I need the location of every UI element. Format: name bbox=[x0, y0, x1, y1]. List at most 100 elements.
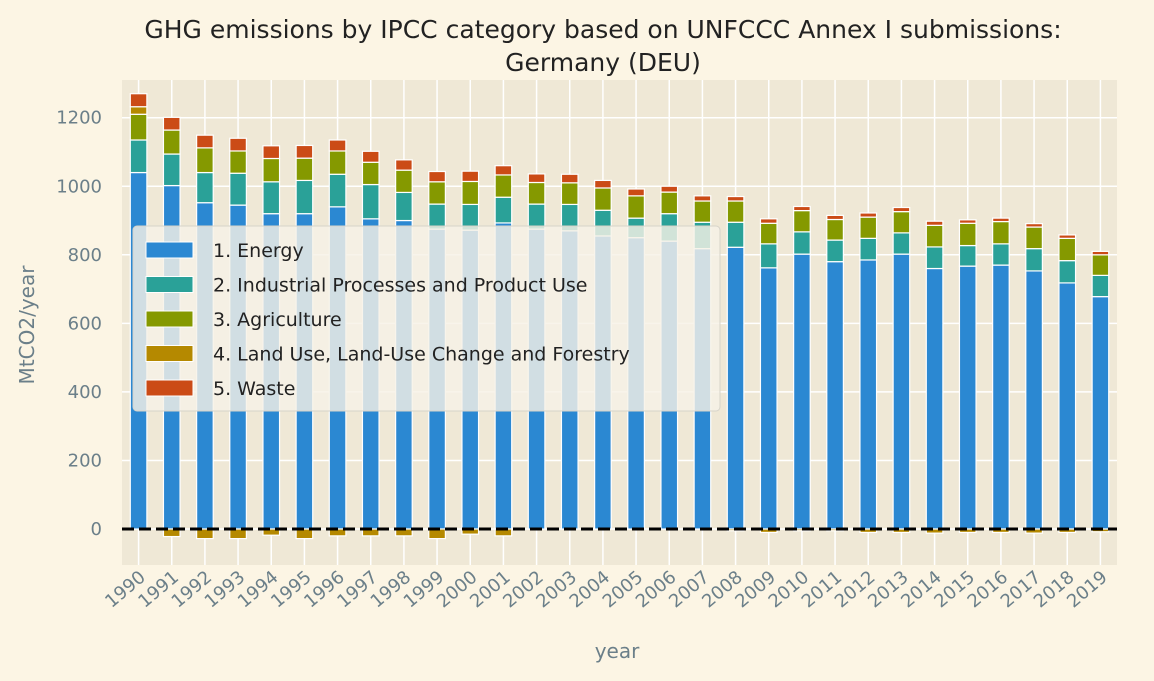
legend-swatch bbox=[145, 276, 194, 293]
bar-segment bbox=[958, 265, 977, 530]
bar-segment bbox=[1091, 250, 1110, 256]
bar-segment bbox=[196, 171, 214, 204]
bar-segment bbox=[162, 129, 181, 155]
bar-segment bbox=[1091, 254, 1110, 276]
bar-segment bbox=[892, 232, 911, 255]
bar-segment bbox=[925, 528, 944, 534]
bar-segment bbox=[925, 267, 944, 530]
bar-segment bbox=[129, 106, 148, 115]
bar-segment bbox=[1058, 282, 1077, 530]
bar-segment bbox=[693, 200, 712, 223]
bar-segment bbox=[726, 221, 745, 248]
bar-segment bbox=[1058, 234, 1077, 239]
bar-segment bbox=[859, 237, 878, 261]
legend-swatch bbox=[145, 310, 194, 328]
bar-segment bbox=[759, 218, 778, 224]
bar-segment bbox=[262, 157, 281, 183]
bar-segment bbox=[726, 195, 745, 202]
bar-segment bbox=[1025, 226, 1043, 250]
bar-segment bbox=[295, 144, 314, 159]
bar-segment bbox=[793, 231, 811, 255]
legend-label: 5. Waste bbox=[213, 378, 295, 400]
bar-segment bbox=[196, 147, 214, 174]
bar-segment bbox=[494, 196, 513, 224]
legend: 1. Energy 2. Industrial Processes and Pro… bbox=[132, 225, 721, 412]
bar-segment bbox=[992, 243, 1010, 266]
bar-segment bbox=[726, 200, 745, 223]
legend-box bbox=[132, 225, 721, 412]
bar-segment bbox=[892, 211, 911, 234]
x-axis-label: year bbox=[595, 639, 640, 663]
bar-segment bbox=[958, 222, 977, 247]
bar-segment bbox=[859, 259, 878, 530]
bar-segment bbox=[826, 214, 844, 221]
bar-segment bbox=[262, 181, 281, 215]
y-axis-label: MtCO2/year bbox=[15, 265, 39, 385]
bar-segment bbox=[859, 528, 878, 534]
bar-segment bbox=[992, 220, 1010, 245]
legend-label: 3. Agriculture bbox=[213, 309, 342, 331]
legend-swatch bbox=[145, 241, 194, 259]
bar-segment bbox=[759, 243, 778, 269]
bar-segment bbox=[992, 217, 1010, 223]
bar-segment bbox=[295, 528, 314, 540]
bar-segment bbox=[660, 185, 679, 193]
bar-segment bbox=[395, 169, 413, 194]
bar-segment bbox=[262, 145, 281, 160]
bar-segment bbox=[826, 218, 844, 241]
bar-segment bbox=[428, 170, 446, 183]
y-tick-label: 1000 bbox=[56, 176, 102, 197]
y-tick-label: 600 bbox=[68, 313, 102, 334]
bar-segment bbox=[627, 195, 645, 219]
bar-segment bbox=[958, 528, 977, 534]
bar-segment bbox=[229, 137, 247, 152]
bar-segment bbox=[1025, 270, 1043, 530]
bar-segment bbox=[361, 161, 380, 186]
legend-label: 4. Land Use, Land-Use Change and Forestr… bbox=[213, 344, 630, 366]
bar-segment bbox=[925, 224, 944, 248]
y-tick-label: 800 bbox=[68, 245, 102, 266]
bar-segment bbox=[395, 191, 413, 222]
bar-segment bbox=[693, 195, 712, 202]
y-tick-label: 400 bbox=[68, 382, 102, 403]
y-tick-label: 1200 bbox=[56, 108, 102, 129]
bar-segment bbox=[726, 246, 745, 530]
bar-segment bbox=[560, 173, 579, 184]
bar-segment bbox=[395, 159, 413, 171]
bar-segment bbox=[892, 253, 911, 530]
bar-segment bbox=[1091, 274, 1110, 298]
y-axis-ticks: 0 200 400 600 800 1000 1200 bbox=[56, 108, 102, 540]
legend-label: 2. Industrial Processes and Product Use bbox=[213, 275, 587, 297]
bar-segment bbox=[328, 150, 347, 175]
bar-segment bbox=[627, 188, 645, 197]
bar-segment bbox=[196, 528, 214, 540]
x-axis-ticks: 1990199119921993199419951996199719981999… bbox=[101, 567, 1111, 613]
bar-segment bbox=[793, 209, 811, 233]
bar-segment bbox=[992, 264, 1010, 530]
bar-segment bbox=[925, 220, 944, 226]
bar-segment bbox=[527, 173, 546, 184]
bar-segment bbox=[793, 205, 811, 212]
bar-segment bbox=[129, 93, 148, 108]
bar-segment bbox=[196, 134, 214, 149]
bar-segment bbox=[594, 187, 612, 211]
bar-segment bbox=[428, 181, 446, 205]
bar-segment bbox=[660, 191, 679, 215]
bar-segment bbox=[958, 244, 977, 267]
bar-segment bbox=[759, 267, 778, 530]
bar-segment bbox=[859, 212, 878, 218]
bar-segment bbox=[361, 150, 380, 163]
bar-segment bbox=[1025, 223, 1043, 228]
bar-segment bbox=[162, 528, 181, 538]
bar-segment bbox=[892, 528, 911, 534]
bar-segment bbox=[162, 153, 181, 187]
bar-segment bbox=[1025, 248, 1043, 272]
bar-segment bbox=[328, 173, 347, 208]
bar-segment bbox=[560, 182, 579, 206]
bar-segment bbox=[295, 179, 314, 215]
bar-segment bbox=[295, 157, 314, 182]
bar-segment bbox=[1058, 237, 1077, 262]
bar-segment bbox=[594, 179, 612, 189]
bar-segment bbox=[461, 170, 480, 183]
